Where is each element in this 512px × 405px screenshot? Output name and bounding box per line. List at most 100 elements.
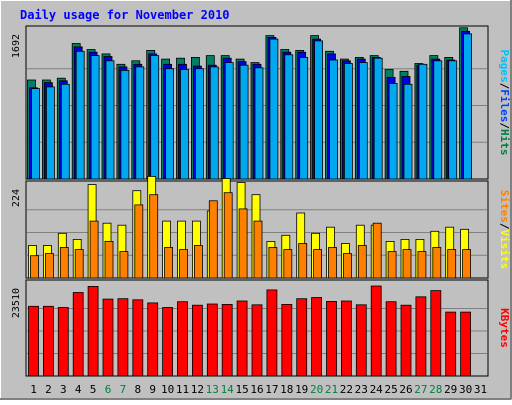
x-tick-label-day-31: 31 xyxy=(474,383,487,396)
side-legend-part: / xyxy=(498,223,511,230)
bar-sites-day-10 xyxy=(164,247,174,279)
bar-kbytes-day-29 xyxy=(445,311,457,377)
x-tick-label-day-3: 3 xyxy=(60,383,67,396)
ymax-label-kbytes: 23510 xyxy=(11,288,22,318)
bar-sites-day-11 xyxy=(179,249,188,279)
x-tick-label-day-2: 2 xyxy=(45,383,52,396)
x-tick-label-day-11: 11 xyxy=(176,383,189,396)
bar-sites-day-20 xyxy=(313,249,323,279)
bar-sites-day-25 xyxy=(387,251,397,279)
bar-sites-day-26 xyxy=(402,249,412,279)
bar-kbytes-day-9 xyxy=(147,302,159,377)
x-tick-label-day-4: 4 xyxy=(75,383,82,396)
side-legend-part: / xyxy=(498,122,511,129)
bar-pages-day-5 xyxy=(90,55,100,180)
bar-kbytes-day-18 xyxy=(281,303,293,377)
bar-sites-day-16 xyxy=(253,220,263,279)
bar-pages-day-2 xyxy=(46,86,55,180)
bar-pages-day-4 xyxy=(75,50,85,180)
bar-pages-day-15 xyxy=(239,64,249,180)
bar-sites-day-18 xyxy=(283,249,293,279)
x-tick-label-day-24: 24 xyxy=(370,383,384,396)
side-legend-part: / xyxy=(498,83,511,90)
bar-kbytes-day-13 xyxy=(206,303,218,377)
bar-sites-day-8 xyxy=(134,204,144,279)
bar-pages-day-9 xyxy=(150,55,160,180)
x-tick-label-day-14: 14 xyxy=(221,383,235,396)
bar-sites-day-9 xyxy=(149,194,159,279)
bar-sites-day-1 xyxy=(30,255,39,279)
bar-sites-day-17 xyxy=(268,247,278,279)
bar-kbytes-day-1 xyxy=(28,305,39,377)
bar-kbytes-day-23 xyxy=(355,304,367,377)
bar-kbytes-day-21 xyxy=(326,300,337,377)
bar-sites-day-15 xyxy=(238,208,248,279)
bar-pages-day-3 xyxy=(60,83,70,180)
bar-sites-day-23 xyxy=(357,245,367,279)
x-tick-label-day-26: 26 xyxy=(399,383,412,396)
x-tick-label-day-5: 5 xyxy=(90,383,97,396)
bar-sites-day-29 xyxy=(447,249,457,279)
x-tick-label-day-22: 22 xyxy=(340,383,353,396)
x-tick-label-day-17: 17 xyxy=(265,383,278,396)
bar-sites-day-6 xyxy=(104,240,114,279)
side-legend-part: Hits xyxy=(498,129,511,156)
bar-kbytes-day-5 xyxy=(87,285,99,377)
bar-sites-day-19 xyxy=(298,243,308,279)
bar-kbytes-day-28 xyxy=(430,290,442,377)
bar-kbytes-day-11 xyxy=(177,301,188,377)
bar-kbytes-day-4 xyxy=(72,292,84,377)
x-tick-label-day-6: 6 xyxy=(105,383,112,396)
x-tick-label-day-13: 13 xyxy=(206,383,219,396)
x-tick-label-day-16: 16 xyxy=(250,383,263,396)
bar-pages-day-25 xyxy=(388,83,398,180)
side-legend-part: Visits xyxy=(498,230,511,270)
x-tick-label-day-7: 7 xyxy=(120,383,127,396)
bar-sites-day-7 xyxy=(119,251,129,279)
bar-pages-day-16 xyxy=(254,67,264,180)
x-tick-label-day-1: 1 xyxy=(30,383,37,396)
bar-kbytes-day-26 xyxy=(400,304,412,377)
x-tick-label-day-20: 20 xyxy=(310,383,323,396)
bar-pages-day-27 xyxy=(418,63,428,180)
bar-pages-day-13 xyxy=(209,66,219,180)
bar-pages-day-12 xyxy=(194,68,204,180)
bar-pages-day-8 xyxy=(135,66,145,180)
bar-pages-day-24 xyxy=(373,57,383,180)
x-tick-label-day-10: 10 xyxy=(161,383,174,396)
side-legend-part: Pages xyxy=(498,50,511,83)
bar-kbytes-day-14 xyxy=(221,303,233,377)
bar-kbytes-day-16 xyxy=(251,304,263,377)
x-tick-label-day-28: 28 xyxy=(429,383,442,396)
bar-kbytes-day-7 xyxy=(117,298,129,377)
side-legend-visits: Sites/Visits xyxy=(498,190,511,270)
bar-pages-day-23 xyxy=(358,62,368,180)
x-tick-label-day-21: 21 xyxy=(325,383,338,396)
x-tick-label-day-23: 23 xyxy=(355,383,368,396)
x-tick-label-day-8: 8 xyxy=(134,383,141,396)
chart-title: Daily usage for November 2010 xyxy=(20,8,230,22)
bar-kbytes-day-15 xyxy=(236,300,248,377)
bar-kbytes-day-30 xyxy=(460,311,472,377)
x-tick-label-day-25: 25 xyxy=(384,383,397,396)
bar-pages-day-17 xyxy=(269,38,279,180)
bar-kbytes-day-20 xyxy=(311,297,323,377)
side-legend-part: Sites xyxy=(498,190,511,223)
bar-sites-day-30 xyxy=(462,249,472,279)
bar-kbytes-day-8 xyxy=(132,299,144,377)
bar-sites-day-27 xyxy=(417,251,427,279)
x-tick-label-day-29: 29 xyxy=(444,383,457,396)
x-tick-label-day-18: 18 xyxy=(280,383,293,396)
bar-pages-day-20 xyxy=(314,40,324,180)
bar-sites-day-13 xyxy=(208,200,218,279)
bar-sites-day-3 xyxy=(59,247,69,279)
bar-pages-day-6 xyxy=(105,60,115,180)
bar-kbytes-day-17 xyxy=(266,289,278,377)
bar-pages-day-29 xyxy=(448,60,458,180)
bar-kbytes-day-2 xyxy=(43,305,54,377)
ymax-label-requests: 1692 xyxy=(11,34,22,58)
side-legend-kbytes: KBytes xyxy=(498,308,511,348)
bar-kbytes-day-19 xyxy=(296,298,308,377)
